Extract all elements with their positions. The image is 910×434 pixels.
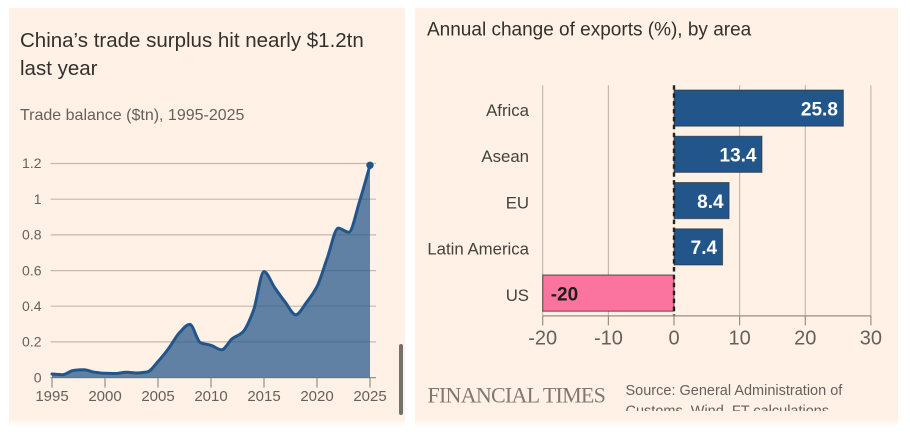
- svg-text:25.8: 25.8: [801, 99, 838, 120]
- svg-text:-20: -20: [528, 328, 557, 350]
- svg-text:Trade balance ($tn), 1995-2025: Trade balance ($tn), 1995-2025: [20, 107, 245, 124]
- svg-text:-10: -10: [594, 328, 623, 350]
- svg-text:Source: General Administration: Source: General Administration of: [626, 383, 844, 399]
- svg-text:EU: EU: [506, 193, 529, 212]
- svg-text:1.2: 1.2: [22, 155, 42, 171]
- svg-text:8.4: 8.4: [697, 192, 724, 213]
- svg-text:2010: 2010: [194, 388, 227, 405]
- svg-text:0.2: 0.2: [22, 334, 42, 350]
- svg-text:Latin America: Latin America: [427, 240, 529, 259]
- svg-text:0: 0: [34, 369, 42, 385]
- svg-text:1995: 1995: [35, 388, 68, 405]
- svg-text:Annual change of exports (%),: Annual change of exports (%), by area: [427, 19, 752, 40]
- svg-text:0.8: 0.8: [22, 227, 42, 243]
- svg-text:20: 20: [794, 328, 816, 350]
- svg-text:2000: 2000: [88, 388, 121, 405]
- svg-text:2025: 2025: [353, 388, 386, 405]
- svg-text:Customs, Wind, FT calculations: Customs, Wind, FT calculations: [626, 403, 830, 419]
- svg-text:13.4: 13.4: [720, 146, 757, 167]
- svg-text:1: 1: [34, 191, 42, 207]
- svg-text:7.4: 7.4: [691, 238, 718, 259]
- svg-text:last year: last year: [20, 57, 98, 80]
- svg-text:Asean: Asean: [481, 147, 529, 166]
- svg-text:Africa: Africa: [486, 101, 530, 120]
- svg-text:2005: 2005: [141, 388, 174, 405]
- svg-text:FINANCIAL TIMES: FINANCIAL TIMES: [428, 383, 606, 408]
- svg-text:30: 30: [860, 328, 882, 350]
- svg-text:0: 0: [668, 328, 679, 350]
- svg-text:10: 10: [728, 328, 750, 350]
- svg-text:2015: 2015: [247, 388, 280, 405]
- svg-text:China’s trade surplus hit near: China’s trade surplus hit nearly $1.2tn: [20, 29, 364, 52]
- svg-text:0.6: 0.6: [22, 262, 42, 278]
- svg-text:2020: 2020: [300, 388, 333, 405]
- svg-text:-20: -20: [551, 284, 578, 305]
- svg-text:US: US: [506, 286, 529, 305]
- svg-text:0.4: 0.4: [22, 298, 42, 314]
